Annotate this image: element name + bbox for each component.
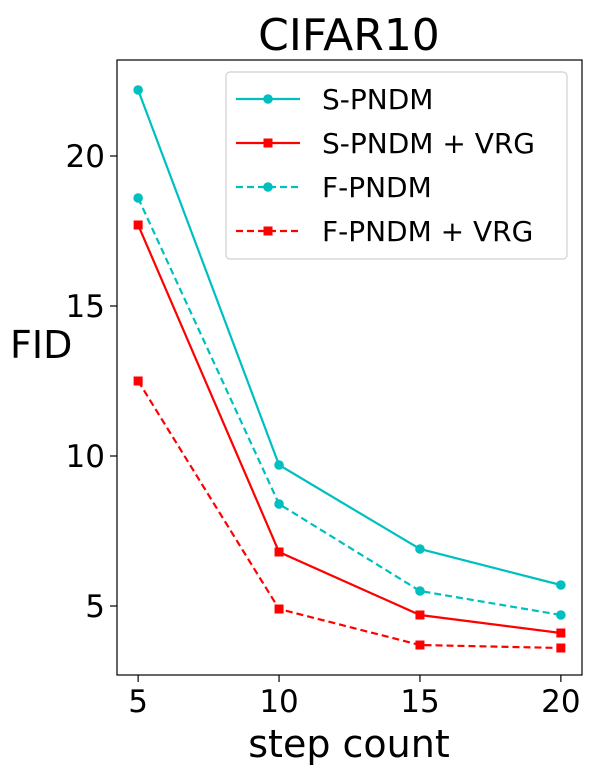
y-axis-label: FID bbox=[10, 323, 72, 367]
data-point bbox=[556, 628, 566, 638]
legend-label: F-PNDM + VRG bbox=[322, 215, 533, 248]
x-tick-label: 20 bbox=[541, 684, 580, 720]
legend-marker bbox=[263, 138, 273, 148]
data-point bbox=[274, 499, 284, 509]
data-point bbox=[133, 193, 143, 203]
x-axis-label: step count bbox=[248, 722, 450, 766]
y-tick-label: 20 bbox=[66, 139, 105, 175]
series-line-3 bbox=[137, 197, 562, 617]
y-tick-label: 10 bbox=[66, 439, 105, 475]
data-point bbox=[133, 220, 143, 230]
legend-label: S-PNDM bbox=[322, 83, 433, 116]
x-tick-label: 15 bbox=[400, 684, 439, 720]
data-point bbox=[556, 610, 566, 620]
series-line-1 bbox=[137, 89, 562, 587]
x-tick-label: 10 bbox=[259, 684, 298, 720]
data-point bbox=[415, 640, 425, 650]
data-point bbox=[556, 580, 566, 590]
series-line-4 bbox=[137, 380, 561, 650]
series-line-2 bbox=[137, 224, 562, 635]
data-point bbox=[274, 460, 284, 470]
legend-marker bbox=[263, 94, 273, 104]
data-point bbox=[415, 586, 425, 596]
y-tick-label: 5 bbox=[85, 589, 105, 625]
legend-marker bbox=[263, 182, 273, 192]
legend: S-PNDM S-PNDM + VRG F-PNDM F-PNDM + VRG bbox=[225, 71, 568, 260]
plot-area-frame bbox=[116, 59, 583, 676]
legend-label: S-PNDM + VRG bbox=[322, 127, 535, 160]
y-tick-label: 15 bbox=[66, 289, 105, 325]
data-point bbox=[133, 85, 143, 95]
data-point bbox=[274, 604, 284, 614]
data-point bbox=[274, 547, 284, 557]
data-point bbox=[133, 376, 143, 386]
legend-frame bbox=[225, 71, 568, 260]
data-point bbox=[556, 643, 566, 653]
legend-marker bbox=[263, 226, 273, 236]
x-tick-label: 5 bbox=[128, 684, 148, 720]
legend-label: F-PNDM bbox=[322, 171, 432, 204]
chart-title: CIFAR10 bbox=[258, 10, 440, 61]
data-point bbox=[415, 610, 425, 620]
data-point bbox=[415, 544, 425, 554]
